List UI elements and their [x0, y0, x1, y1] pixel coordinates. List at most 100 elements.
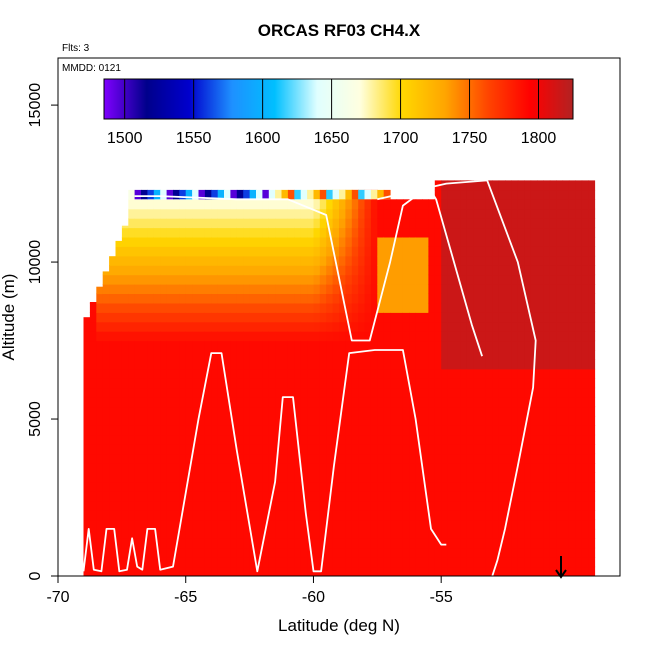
heatmap-cell: [192, 359, 200, 370]
heatmap-cell: [549, 463, 557, 473]
heatmap-cell: [153, 434, 161, 445]
heatmap-cell: [236, 453, 244, 464]
heatmap-cell: [281, 284, 289, 294]
heatmap-cell: [441, 321, 449, 332]
heatmap-cell: [511, 368, 519, 379]
heatmap-cell: [198, 284, 206, 294]
heatmap-cell: [460, 547, 468, 558]
heatmap-cell: [319, 199, 327, 210]
heatmap-cell: [428, 321, 436, 332]
heatmap-cell: [185, 189, 193, 200]
heatmap-cell: [447, 284, 455, 294]
heatmap-cell: [300, 331, 308, 342]
heatmap-cell: [89, 566, 97, 576]
heatmap-cell: [383, 453, 391, 464]
heatmap-cell: [473, 218, 481, 229]
heatmap-cell: [256, 368, 263, 379]
heatmap-cell: [345, 284, 353, 294]
heatmap-cell: [511, 321, 519, 332]
heatmap-cell: [121, 227, 129, 238]
heatmap-cell: [262, 274, 270, 285]
heatmap-cell: [511, 331, 519, 342]
heatmap-cell: [147, 397, 155, 408]
heatmap-cell: [364, 227, 372, 238]
heatmap-cell: [479, 463, 487, 473]
heatmap-cell: [454, 528, 461, 539]
heatmap-cell: [498, 208, 506, 219]
heatmap-cell: [339, 510, 346, 521]
heatmap-cell: [562, 453, 570, 464]
heatmap-cell: [198, 387, 206, 398]
heatmap-cell: [262, 359, 270, 370]
heatmap-cell: [230, 293, 238, 304]
heatmap-cell: [115, 255, 123, 266]
heatmap-cell: [211, 321, 219, 332]
heatmap-cell: [530, 387, 538, 398]
heatmap-cell: [109, 284, 117, 294]
heatmap-cell: [568, 491, 576, 502]
heatmap-cell: [492, 218, 500, 229]
heatmap-cell: [307, 189, 314, 200]
heatmap-cell: [556, 397, 564, 408]
heatmap-cell: [160, 302, 168, 313]
heatmap-cell: [198, 491, 206, 502]
heatmap-cell: [479, 199, 487, 210]
heatmap-cell: [230, 434, 238, 445]
heatmap-cell: [179, 481, 187, 492]
heatmap-cell: [217, 378, 225, 389]
heatmap-cell: [581, 463, 589, 473]
heatmap-cell: [153, 246, 161, 257]
heatmap-cell: [89, 444, 97, 455]
heatmap-cell: [128, 368, 136, 379]
heatmap-cell: [141, 453, 148, 464]
heatmap-cell: [537, 227, 544, 238]
heatmap-cell: [479, 302, 487, 313]
heatmap-cell: [511, 406, 519, 417]
heatmap-cell: [102, 463, 110, 473]
heatmap-cell: [230, 528, 238, 539]
heatmap-cell: [141, 199, 148, 210]
heatmap-cell: [128, 491, 136, 502]
heatmap-cell: [460, 180, 468, 191]
heatmap-cell: [402, 331, 410, 342]
heatmap-cell: [102, 547, 110, 558]
heatmap-cell: [562, 293, 570, 304]
heatmap-cell: [134, 472, 142, 483]
heatmap-cell: [511, 340, 519, 351]
heatmap-cell: [415, 491, 423, 502]
heatmap-cell: [217, 284, 225, 294]
heatmap-cell: [204, 312, 212, 323]
heatmap-cell: [543, 340, 551, 351]
heatmap-cell: [466, 406, 474, 417]
heatmap-cell: [447, 199, 455, 210]
heatmap-cell: [243, 331, 251, 342]
heatmap-cell: [141, 350, 148, 360]
heatmap-cell: [466, 557, 474, 568]
heatmap-cell: [575, 208, 583, 219]
heatmap-cell: [211, 453, 219, 464]
heatmap-cell: [262, 444, 270, 455]
heatmap-cell: [581, 491, 589, 502]
heatmap-cell: [300, 444, 308, 455]
heatmap-cell: [351, 500, 359, 511]
heatmap-cell: [568, 189, 576, 200]
heatmap-cell: [121, 368, 129, 379]
heatmap-cell: [307, 434, 315, 445]
heatmap-cell: [479, 189, 487, 200]
heatmap-cell: [294, 312, 302, 323]
heatmap-cell: [217, 359, 225, 370]
heatmap-cell: [383, 218, 391, 229]
heatmap-cell: [390, 415, 398, 426]
heatmap-cell: [479, 538, 487, 549]
heatmap-cell: [300, 255, 308, 266]
heatmap-cell: [89, 368, 97, 379]
heatmap-cell: [204, 528, 212, 539]
heatmap-cell: [307, 293, 315, 304]
heatmap-cell: [415, 340, 423, 351]
heatmap-cell: [224, 378, 231, 389]
heatmap-cell: [581, 284, 589, 294]
heatmap-cell: [275, 368, 283, 379]
heatmap-cell: [511, 218, 519, 229]
heatmap-cell: [568, 265, 576, 276]
heatmap-cell: [287, 510, 295, 521]
